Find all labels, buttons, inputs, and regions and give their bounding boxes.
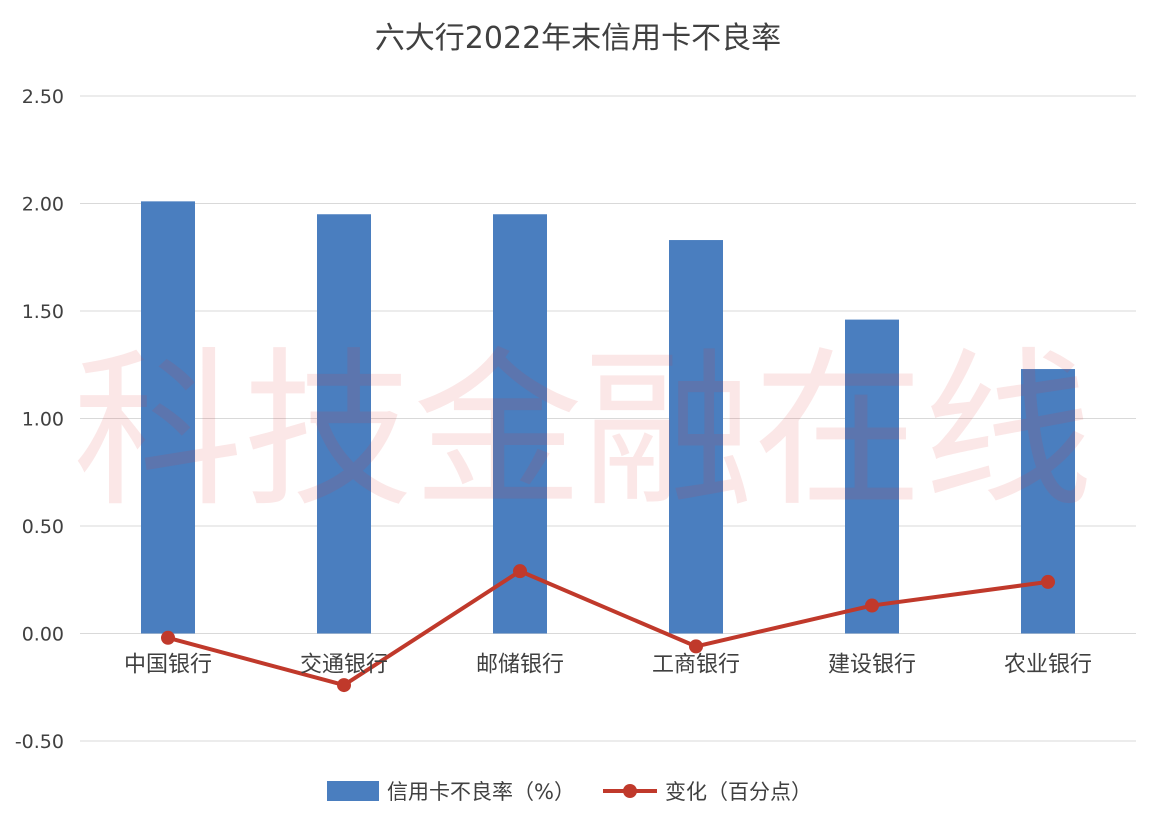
line-point bbox=[337, 678, 351, 693]
bar bbox=[141, 201, 195, 634]
x-axis-category-labels: 中国银行 交通银行 邮储银行 工商银行 建设银行 农业银行 bbox=[124, 653, 1092, 678]
category-label: 工商银行 bbox=[652, 653, 740, 678]
legend-line-marker bbox=[623, 784, 637, 798]
line-point bbox=[513, 564, 527, 579]
line-point bbox=[161, 630, 175, 645]
category-label: 邮储银行 bbox=[476, 653, 564, 678]
y-tick-label: 1.50 bbox=[22, 301, 64, 323]
bar-series bbox=[141, 201, 1075, 634]
legend-bar-swatch bbox=[327, 781, 379, 801]
legend: 信用卡不良率（%） 变化（百分点） bbox=[327, 780, 812, 804]
y-tick-label: -0.50 bbox=[15, 731, 64, 753]
gridlines bbox=[80, 95, 1136, 742]
category-label: 农业银行 bbox=[1004, 653, 1092, 678]
category-label: 中国银行 bbox=[124, 653, 212, 678]
chart-title: 六大行2022年末信用卡不良率 bbox=[375, 21, 781, 56]
bar bbox=[1021, 369, 1075, 634]
category-label: 建设银行 bbox=[828, 653, 916, 678]
bar bbox=[669, 240, 723, 634]
y-tick-label: 2.50 bbox=[22, 86, 64, 108]
line-series bbox=[161, 564, 1055, 693]
y-axis-tick-labels: 2.50 2.00 1.50 1.00 0.50 0.00 -0.50 bbox=[15, 86, 64, 753]
legend-line-label: 变化（百分点） bbox=[665, 780, 812, 804]
line-point bbox=[1041, 574, 1055, 589]
category-label: 交通银行 bbox=[300, 653, 388, 678]
y-tick-label: 1.00 bbox=[22, 409, 64, 431]
bar bbox=[845, 319, 899, 634]
change-line bbox=[167, 569, 1049, 688]
y-tick-label: 2.00 bbox=[22, 194, 64, 216]
bar bbox=[317, 214, 371, 634]
y-tick-label: 0.50 bbox=[22, 516, 64, 538]
legend-bar-label: 信用卡不良率（%） bbox=[387, 780, 575, 804]
watermark: 科技金融在线 bbox=[73, 333, 1093, 531]
line-point bbox=[689, 639, 703, 654]
bar bbox=[493, 214, 547, 634]
line-point bbox=[865, 598, 879, 613]
y-tick-label: 0.00 bbox=[22, 624, 64, 646]
